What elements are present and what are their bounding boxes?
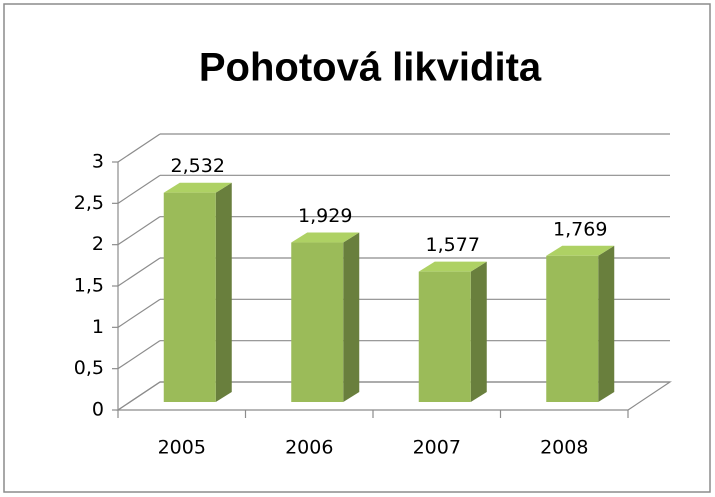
grid-line — [117, 216, 161, 246]
bar-side — [215, 182, 232, 402]
bar-top — [418, 261, 487, 272]
x-tick-label: 2008 — [540, 437, 588, 459]
grid-line — [117, 298, 161, 328]
bar-top — [546, 245, 615, 256]
chart-title: Pohotová likvidita — [199, 46, 542, 90]
data-label: 1,929 — [298, 205, 352, 227]
y-tick-label: 3 — [92, 151, 104, 173]
bar-side — [470, 261, 487, 402]
y-tick-label: 2 — [92, 233, 104, 255]
data-label: 2,532 — [171, 155, 225, 177]
bar — [418, 271, 471, 402]
bar — [163, 192, 216, 402]
grid-line — [117, 133, 161, 163]
bar — [546, 255, 599, 402]
x-tick-label: 2005 — [158, 437, 206, 459]
y-tick-label: 1,5 — [74, 275, 104, 297]
y-tick-label: 2,5 — [74, 192, 104, 214]
grid-line — [117, 174, 161, 204]
grid-line — [117, 257, 161, 287]
bar-side — [598, 245, 615, 402]
bar-top — [291, 232, 360, 243]
data-label: 1,769 — [553, 218, 607, 240]
y-tick-label: 0 — [92, 399, 104, 421]
x-tick-label: 2006 — [285, 437, 333, 459]
bar-top — [163, 182, 232, 193]
bar — [291, 242, 344, 402]
y-tick-label: 1 — [92, 316, 104, 338]
bar-side — [343, 232, 360, 402]
data-label: 1,577 — [426, 234, 480, 256]
y-tick-label: 0,5 — [74, 357, 104, 379]
grid-line — [117, 340, 161, 370]
x-tick-label: 2007 — [413, 437, 461, 459]
grid-line — [117, 381, 161, 411]
